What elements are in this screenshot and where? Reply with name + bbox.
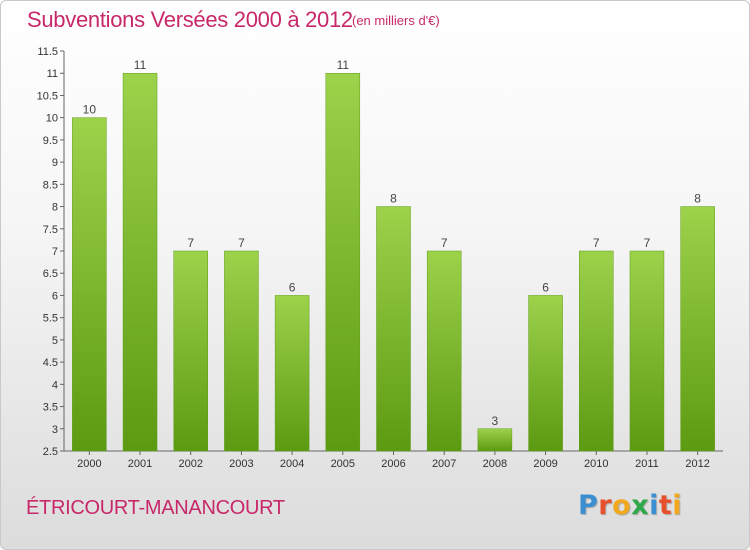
y-tick-label: 5 xyxy=(52,335,58,347)
x-tick-label: 2008 xyxy=(483,458,507,470)
y-tick-label: 11 xyxy=(47,68,58,80)
logo-letter: t xyxy=(658,490,673,521)
x-tick-label: 2003 xyxy=(229,458,253,470)
x-tick-label: 2010 xyxy=(584,458,608,470)
logo-letter: i xyxy=(672,490,683,521)
bar-2003 xyxy=(224,250,259,452)
x-tick-label: 2007 xyxy=(432,458,456,470)
bar-2008 xyxy=(477,428,513,452)
x-tick-label: 2009 xyxy=(533,458,557,470)
x-tick-label: 2002 xyxy=(178,458,202,470)
logo-letter: x xyxy=(631,490,650,521)
y-tick-label: 6.5 xyxy=(43,268,58,280)
data-label: 10 xyxy=(83,103,97,117)
x-tick-label: 2012 xyxy=(685,458,709,470)
logo-letter: o xyxy=(612,490,632,521)
bar-2012 xyxy=(680,206,715,452)
chart-unit: (en milliers d'€) xyxy=(352,13,440,28)
y-tick-label: 6 xyxy=(52,290,58,302)
bar-2002 xyxy=(173,250,208,452)
y-tick-label: 7.5 xyxy=(43,224,58,236)
logo-letter: P xyxy=(578,490,599,521)
x-tick-label: 2001 xyxy=(128,458,152,470)
bar-2001 xyxy=(122,72,158,452)
data-label: 11 xyxy=(134,58,147,72)
bar-2004 xyxy=(274,295,310,452)
data-label: 8 xyxy=(694,192,701,206)
y-tick-label: 4 xyxy=(52,379,58,391)
proxiti-logo: Proxiti xyxy=(578,490,682,521)
y-tick-label: 10 xyxy=(46,113,58,125)
y-tick-label: 3.5 xyxy=(43,402,58,414)
x-tick-label: 2000 xyxy=(77,458,101,470)
y-tick-label: 10.5 xyxy=(37,90,58,102)
y-tick-label: 3 xyxy=(52,424,58,436)
y-tick-label: 8.5 xyxy=(43,179,58,191)
bar-2009 xyxy=(528,295,563,452)
data-label: 7 xyxy=(441,236,448,250)
y-tick-label: 5.5 xyxy=(43,313,58,325)
bar-2007 xyxy=(426,250,462,452)
y-tick-label: 9.5 xyxy=(43,135,58,147)
bar-2010 xyxy=(579,250,614,452)
data-label: 7 xyxy=(593,236,600,250)
bar-2000 xyxy=(72,117,107,452)
data-label: 6 xyxy=(289,280,296,294)
x-tick-label: 2011 xyxy=(635,458,659,470)
y-tick-label: 4.5 xyxy=(43,357,58,369)
data-label: 11 xyxy=(337,58,350,72)
data-label: 8 xyxy=(390,192,397,206)
x-tick-label: 2005 xyxy=(331,458,355,470)
y-tick-label: 8 xyxy=(52,202,58,214)
bar-2011 xyxy=(629,250,665,452)
y-tick-label: 2.5 xyxy=(43,446,58,458)
commune-name: ÉTRICOURT-MANANCOURT xyxy=(26,497,285,519)
x-tick-label: 2006 xyxy=(381,458,405,470)
data-label: 7 xyxy=(238,236,245,250)
data-label: 7 xyxy=(187,236,194,250)
y-tick-label: 11.5 xyxy=(37,46,58,58)
chart-title: Subventions Versées 2000 à 2012 xyxy=(27,7,353,32)
data-label: 7 xyxy=(644,236,651,250)
bar-2006 xyxy=(376,206,411,452)
logo-letter: r xyxy=(598,490,613,521)
data-label: 6 xyxy=(542,280,549,294)
data-label: 3 xyxy=(492,414,499,428)
y-tick-label: 7 xyxy=(52,246,58,258)
logo-letter: i xyxy=(649,490,659,521)
y-tick-label: 9 xyxy=(52,157,58,169)
bar-2005 xyxy=(325,72,361,452)
x-tick-label: 2004 xyxy=(280,458,304,470)
